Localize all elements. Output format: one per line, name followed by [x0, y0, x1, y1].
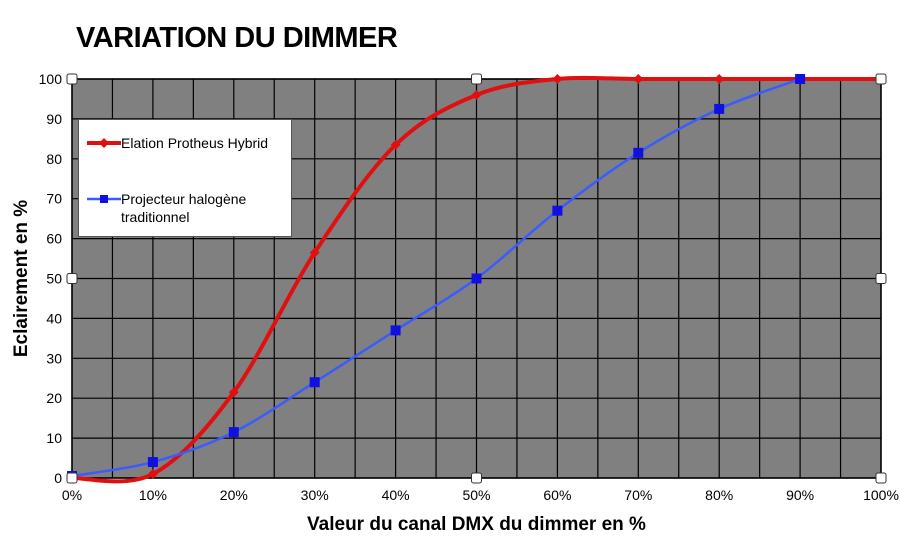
data-point-square [309, 377, 320, 388]
x-tick-label: 40% [382, 487, 410, 503]
data-point-diamond [471, 89, 482, 100]
x-tick-label: 10% [139, 487, 167, 503]
y-axis-ticks: 0 10 20 30 40 50 60 70 80 90 100 [39, 71, 63, 486]
resize-handle[interactable] [471, 73, 482, 85]
legend-blue-square-line-icon [87, 195, 121, 203]
legend[interactable]: Elation Protheus Hybrid Projecteur halog… [78, 119, 292, 237]
x-tick-label: 20% [220, 487, 248, 503]
x-tick-label: 50% [462, 487, 490, 503]
data-point-diamond [228, 387, 239, 398]
data-point-diamond [147, 469, 158, 480]
data-point-square [552, 205, 563, 216]
y-tick-label: 10 [46, 430, 62, 446]
data-point-square [471, 273, 482, 284]
y-tick-label: 60 [46, 231, 62, 247]
x-axis-title: Valeur du canal DMX du dimmer en % [307, 514, 646, 535]
resize-handle[interactable] [66, 273, 78, 284]
y-tick-label: 0 [54, 470, 62, 486]
y-tick-label: 50 [46, 271, 62, 287]
x-tick-label: 30% [301, 487, 329, 503]
data-point-square [390, 325, 401, 336]
x-tick-label: 80% [705, 487, 733, 503]
data-point-diamond [390, 139, 401, 150]
y-tick-label: 80 [46, 151, 62, 167]
chart-title: VARIATION DU DIMMER [76, 22, 398, 54]
resize-handle[interactable] [66, 73, 78, 85]
y-tick-label: 70 [46, 191, 62, 207]
data-point-square [633, 147, 644, 158]
selection-handles[interactable] [66, 73, 887, 484]
resize-handle[interactable] [471, 472, 482, 484]
x-tick-label: 60% [543, 487, 571, 503]
y-tick-label: 30 [46, 350, 62, 366]
resize-handle[interactable] [875, 273, 887, 284]
data-point-diamond [309, 247, 320, 258]
resize-handle[interactable] [875, 73, 887, 85]
x-tick-label: 0% [62, 487, 82, 503]
y-tick-label: 100 [39, 71, 63, 87]
resize-handle[interactable] [875, 472, 887, 484]
legend-red-diamond-line-icon [87, 138, 121, 148]
series-layer [67, 74, 886, 484]
y-tick-label: 40 [46, 310, 62, 326]
resize-handle[interactable] [66, 472, 78, 484]
y-tick-label: 20 [46, 390, 62, 406]
data-point-square [795, 74, 806, 84]
x-tick-label: 100% [863, 487, 899, 503]
x-axis-ticks: 0% 10% 20% 30% 40% 50% 60% 70% 80% 90% 100% [62, 487, 899, 503]
data-point-square [147, 457, 158, 468]
data-point-square [714, 103, 725, 114]
legend-label-halogene: Projecteur halogène traditionnel [121, 191, 247, 225]
x-tick-label: 90% [786, 487, 814, 503]
data-point-diamond [552, 74, 563, 84]
x-tick-label: 70% [624, 487, 652, 503]
series-line [70, 77, 802, 478]
legend-label-elation: Elation Protheus Hybrid [121, 135, 269, 151]
y-axis-title: Eclairement en % [11, 200, 32, 357]
data-point-diamond [714, 74, 725, 84]
data-point-diamond [633, 74, 644, 84]
y-tick-label: 90 [46, 111, 62, 127]
data-point-square [228, 427, 239, 438]
